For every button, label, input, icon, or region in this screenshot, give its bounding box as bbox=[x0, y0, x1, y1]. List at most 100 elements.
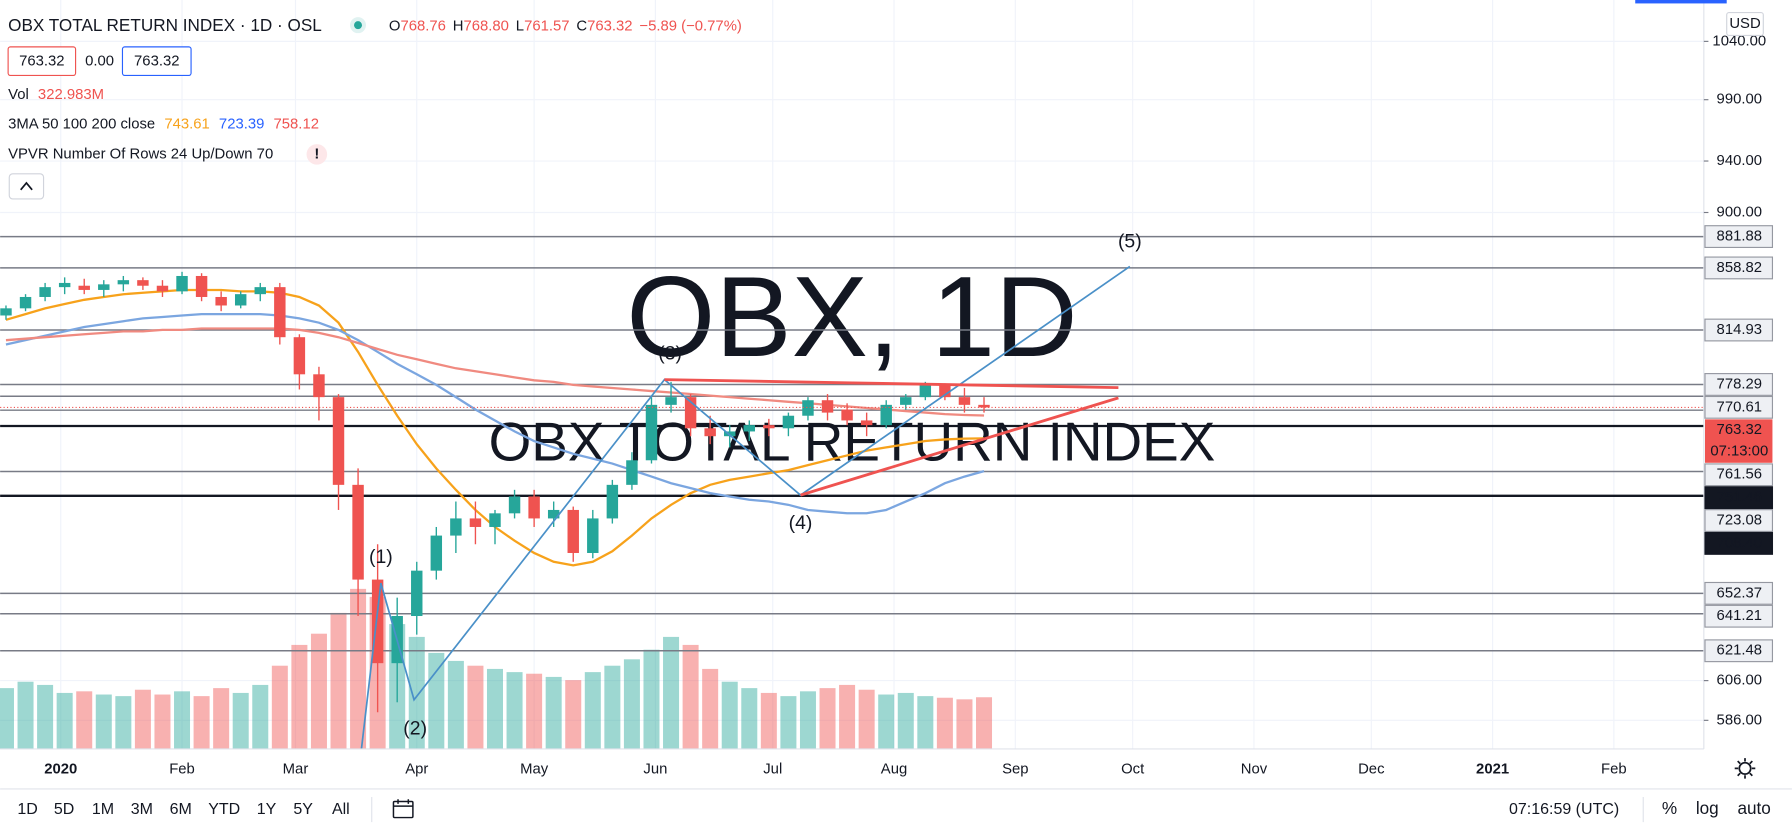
volume-bar bbox=[604, 665, 621, 749]
candle-body bbox=[489, 513, 501, 527]
currency-box[interactable] bbox=[1726, 12, 1764, 37]
volume-bar bbox=[545, 676, 562, 749]
volume-bar bbox=[408, 636, 425, 749]
candle-body bbox=[98, 284, 110, 290]
candle-body bbox=[352, 484, 364, 580]
collapse-icon bbox=[20, 181, 33, 191]
candle-body bbox=[880, 404, 892, 426]
candle-body bbox=[274, 287, 286, 338]
interval-button[interactable]: 5D bbox=[54, 801, 74, 818]
price-box[interactable] bbox=[7, 46, 77, 77]
volume-bar bbox=[310, 633, 327, 749]
settings-icon[interactable] bbox=[1734, 758, 1756, 779]
volume-bar bbox=[623, 659, 640, 749]
scale-option[interactable]: log bbox=[1696, 798, 1719, 818]
clock[interactable]: 07:16:59 (UTC) bbox=[1509, 801, 1619, 818]
moving-average bbox=[5, 327, 985, 417]
candle-body bbox=[841, 409, 853, 421]
ohlc-key: H bbox=[453, 18, 464, 34]
symbol-title: OBX TOTAL RETURN INDEX · 1D · OSL bbox=[8, 15, 322, 35]
candle-body bbox=[939, 384, 951, 398]
interval-button[interactable]: 6M bbox=[170, 801, 192, 818]
volume-bar bbox=[447, 660, 464, 749]
volume-bar bbox=[252, 684, 269, 749]
moving-average bbox=[5, 312, 985, 515]
scale-option[interactable]: auto bbox=[1737, 798, 1770, 818]
price-box-label: 763.32 bbox=[134, 54, 179, 70]
price-box-label: 0.00 bbox=[85, 54, 114, 70]
candle-body bbox=[821, 400, 834, 413]
price-box[interactable] bbox=[121, 46, 192, 77]
volume-bar bbox=[565, 680, 582, 749]
candle-body bbox=[332, 397, 345, 485]
warning-badge bbox=[306, 144, 328, 165]
indicator-row: Vol 322.983M bbox=[8, 87, 104, 103]
indicator-value: 758.12 bbox=[274, 117, 319, 133]
interval-button[interactable]: 1M bbox=[92, 801, 114, 818]
ohlc-value: 768.80 bbox=[463, 18, 508, 34]
candle-body bbox=[919, 384, 932, 398]
ohlc-key: L bbox=[516, 18, 524, 34]
level-label-box bbox=[1704, 509, 1774, 532]
level-label-box bbox=[1704, 225, 1774, 249]
interval-button[interactable]: 1D bbox=[17, 801, 37, 818]
volume-bar bbox=[760, 692, 777, 749]
level-label-box bbox=[1704, 373, 1774, 396]
volume-bar bbox=[721, 681, 738, 749]
volume-bar bbox=[213, 688, 230, 749]
volume-bar bbox=[17, 681, 34, 749]
candle-body bbox=[665, 397, 677, 405]
level-label: 652.37 bbox=[1717, 585, 1762, 601]
interval-button[interactable]: 1Y bbox=[257, 801, 277, 818]
candle-body bbox=[411, 570, 423, 617]
level-label-box bbox=[1704, 463, 1774, 487]
volume-bar bbox=[330, 612, 347, 749]
status-dot bbox=[354, 21, 363, 30]
volume-bar bbox=[858, 689, 875, 749]
current-price-label: 763.32 bbox=[1717, 422, 1762, 438]
volume-bar bbox=[819, 688, 836, 749]
candle-body bbox=[0, 308, 12, 316]
volume-bar bbox=[956, 699, 973, 749]
indicator-row: VPVR Number Of Rows 24 Up/Down 70 bbox=[8, 146, 273, 162]
level-label: 761.56 bbox=[1717, 467, 1762, 483]
candle-body bbox=[215, 296, 227, 306]
scale-option[interactable]: % bbox=[1662, 798, 1677, 818]
volume-bar bbox=[897, 692, 914, 749]
candle-body bbox=[684, 397, 697, 429]
x-tick-label: Apr bbox=[405, 761, 428, 777]
currency-label: USD bbox=[1729, 16, 1761, 32]
wave-label: (5) bbox=[1118, 231, 1142, 253]
interval-button[interactable]: YTD bbox=[208, 801, 240, 818]
x-tick-label: Sep bbox=[1002, 761, 1028, 777]
wave-label: (4) bbox=[789, 512, 813, 534]
volume-bar bbox=[917, 696, 934, 749]
triangle-drawing bbox=[664, 378, 1119, 497]
level-label-box bbox=[1704, 581, 1774, 605]
bottom-toolbar: 1D 5D 1M 3M 6M YTD 1Y 5Y All 07:16:59 (UTC)% log au… bbox=[17, 798, 1771, 818]
top-accent bbox=[1635, 0, 1727, 4]
level-label-box bbox=[1704, 318, 1774, 342]
interval-button[interactable]: All bbox=[332, 801, 350, 818]
volume-bar bbox=[37, 684, 54, 749]
interval-button[interactable]: 5Y bbox=[293, 801, 313, 818]
candle-body bbox=[567, 509, 579, 553]
volume-bar bbox=[839, 684, 856, 749]
x-tick-label: Dec bbox=[1358, 761, 1385, 777]
collapse-button[interactable] bbox=[8, 173, 45, 200]
date-range-button[interactable] bbox=[392, 799, 414, 819]
x-tick-label: Nov bbox=[1241, 761, 1268, 777]
candle-body bbox=[450, 518, 462, 536]
level-label-box bbox=[1704, 604, 1774, 628]
candle-body bbox=[606, 484, 619, 519]
time-axis bbox=[0, 748, 1792, 789]
candle-body bbox=[978, 404, 990, 408]
indicator-name: VPVR Number Of Rows 24 Up/Down 70 bbox=[8, 146, 273, 162]
level-label: 814.93 bbox=[1717, 322, 1762, 338]
volume-bar bbox=[467, 665, 484, 749]
wave-label: (3) bbox=[658, 343, 682, 365]
volume-bar bbox=[95, 694, 112, 749]
interval-button[interactable]: 3M bbox=[131, 801, 153, 818]
